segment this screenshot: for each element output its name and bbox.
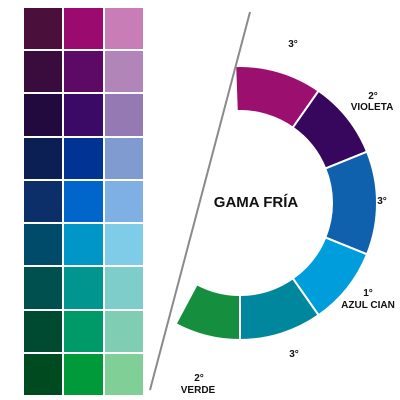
color-swatch-r7-c1 (24, 267, 63, 309)
color-swatch-r1-c2 (64, 8, 103, 50)
color-swatch-r8-c1 (24, 310, 63, 352)
color-swatch-r9-c2 (64, 353, 103, 395)
cyan-name-label: AZUL CIAN (341, 300, 395, 311)
violet-name-label: VIOLETA (351, 102, 394, 113)
color-swatch-r5-c1 (24, 180, 63, 223)
wheel-segment-blue (323, 150, 378, 256)
color-swatch-r9-c1 (24, 353, 63, 395)
wheel-divider-line (149, 11, 251, 391)
color-swatch-r3-c3 (104, 94, 143, 136)
color-swatch-r4-c1 (24, 137, 63, 179)
color-swatch-r6-c2 (64, 224, 103, 266)
green-name-label: VERDE (181, 385, 216, 396)
color-swatch-r2-c2 (64, 51, 103, 93)
violet-order-label: 2° (368, 91, 378, 102)
color-swatch-r4-c3 (104, 137, 143, 179)
color-swatch-r6-c3 (104, 224, 143, 266)
color-swatch-r2-c1 (24, 51, 63, 93)
color-swatch-r1-c3 (104, 8, 143, 50)
green-order-label: 2° (194, 373, 204, 384)
color-swatch-r5-c3 (104, 180, 143, 223)
color-swatch-r4-c2 (64, 137, 103, 179)
color-swatch-r8-c3 (104, 310, 143, 352)
color-swatch-r7-c2 (64, 267, 103, 309)
teal-order-label: 3° (289, 349, 299, 360)
wheel-segments (174, 65, 378, 342)
color-swatch-r7-c3 (104, 267, 143, 309)
color-swatch-r6-c1 (24, 224, 63, 266)
color-swatch-r3-c2 (64, 94, 103, 136)
center-label: GAMA FRÍA (214, 194, 299, 211)
color-swatch-r1-c1 (24, 8, 63, 50)
color-swatch-r5-c2 (64, 180, 103, 223)
color-swatch-r2-c3 (104, 51, 143, 93)
wheel-segment-green (174, 282, 241, 342)
color-swatch-r3-c1 (24, 94, 63, 136)
swatch-grid (24, 8, 143, 395)
cyan-order-label: 1° (363, 288, 373, 299)
color-swatch-r9-c3 (104, 353, 143, 395)
blue-order-label: 3° (377, 196, 387, 207)
color-swatch-r8-c2 (64, 310, 103, 352)
magenta-order-label: 3° (288, 39, 298, 50)
